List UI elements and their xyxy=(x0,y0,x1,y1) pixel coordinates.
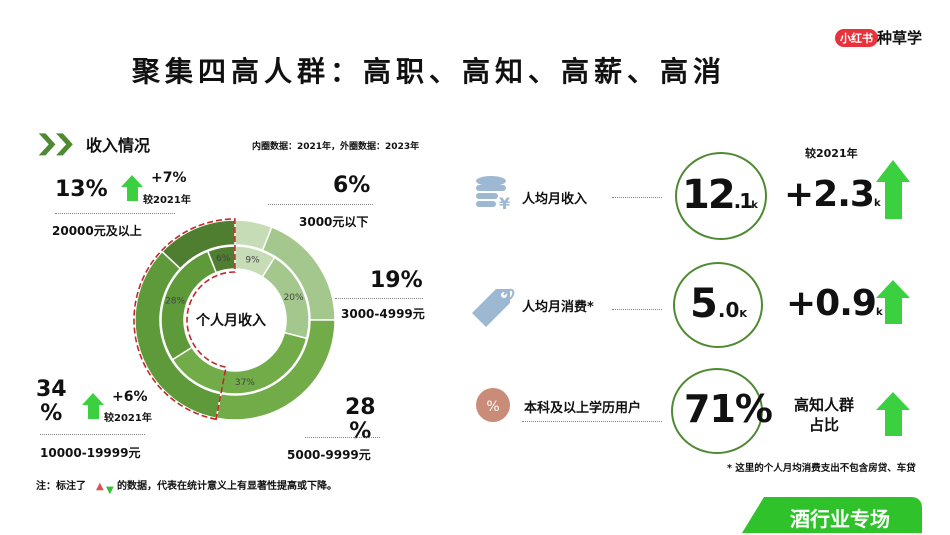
delta: +7% xyxy=(151,170,187,186)
inner-slice-label: 37% xyxy=(235,378,255,388)
highlight-outline xyxy=(133,218,236,421)
label-pct: 6% xyxy=(333,173,371,198)
stat-value: 71% xyxy=(684,387,773,431)
inner-slice-label: 28% xyxy=(165,297,185,307)
label-range: 10000-19999元 xyxy=(40,446,141,460)
legend-note: 内圈数据：2021年，外圈数据：2023年 xyxy=(252,142,420,152)
stat-delta: +0.9k xyxy=(786,283,883,324)
stat-value: 5.0K xyxy=(690,281,748,327)
stat-delta-unit: k xyxy=(873,198,881,209)
logo-text: 种草学 xyxy=(877,29,923,47)
price-tag-icon xyxy=(470,285,515,330)
delta: +6% xyxy=(112,389,148,405)
red-up-arrow-icon: ▲ xyxy=(96,481,104,492)
label-pct: 13% xyxy=(55,177,108,202)
stat-circle xyxy=(673,262,763,348)
xiaohongshu-logo: 小红书 xyxy=(835,29,878,47)
stat-value: 12.1k xyxy=(682,172,758,218)
label-range: 20000元及以上 xyxy=(52,224,142,238)
donut-center-label: 个人月收入 xyxy=(196,313,266,329)
percent-badge-icon: % xyxy=(476,388,510,422)
compare: 较2021年 xyxy=(104,413,152,424)
stat-delta-value: +2.3 xyxy=(784,174,875,215)
note: 注：标注了 xyxy=(36,481,86,492)
inner-slice-label: 6% xyxy=(216,254,231,264)
note-tail: 的数据，代表在统计意义上有显著性提高或下降。 xyxy=(117,481,337,492)
label-range: 3000元以下 xyxy=(299,215,369,229)
stat-delta-unit: k xyxy=(875,307,883,318)
stat-label: 人均月消费* xyxy=(522,300,594,315)
inner-slice-label: 20% xyxy=(284,293,304,303)
label-range: 3000-4999元 xyxy=(341,307,425,321)
label-pct: 34 % xyxy=(36,377,67,426)
inner-slice-label: 9% xyxy=(245,256,260,266)
footnote: * 这里的个人月均消费支出不包含房贷、车贷 xyxy=(727,463,916,474)
stat-delta-value: +0.9 xyxy=(786,283,877,324)
stat-circle xyxy=(671,368,763,454)
stat-delta-text: 高知人群 占比 xyxy=(794,396,855,434)
section-title: 收入情况 xyxy=(86,136,151,155)
green-down-arrow-icon: ▼ xyxy=(106,485,114,496)
stat-label: 本科及以上学历用户 xyxy=(524,401,642,416)
page-title: 聚集四高人群：高职、高知、高薪、高消 xyxy=(132,55,727,88)
compare: 较2021年 xyxy=(143,195,191,206)
stat-circle xyxy=(675,152,767,240)
coins-yen-icon: ¥ xyxy=(475,175,511,213)
liquor-industry-button[interactable]: 酒行业专场 xyxy=(742,497,922,533)
stat-label: 人均月收入 xyxy=(522,192,588,207)
compare-header: 较2021年 xyxy=(805,147,858,160)
label-pct: 19% xyxy=(370,268,423,293)
svg-text:¥: ¥ xyxy=(499,194,510,211)
label-range: 5000-9999元 xyxy=(287,448,371,462)
stat-delta: +2.3k xyxy=(784,174,881,215)
